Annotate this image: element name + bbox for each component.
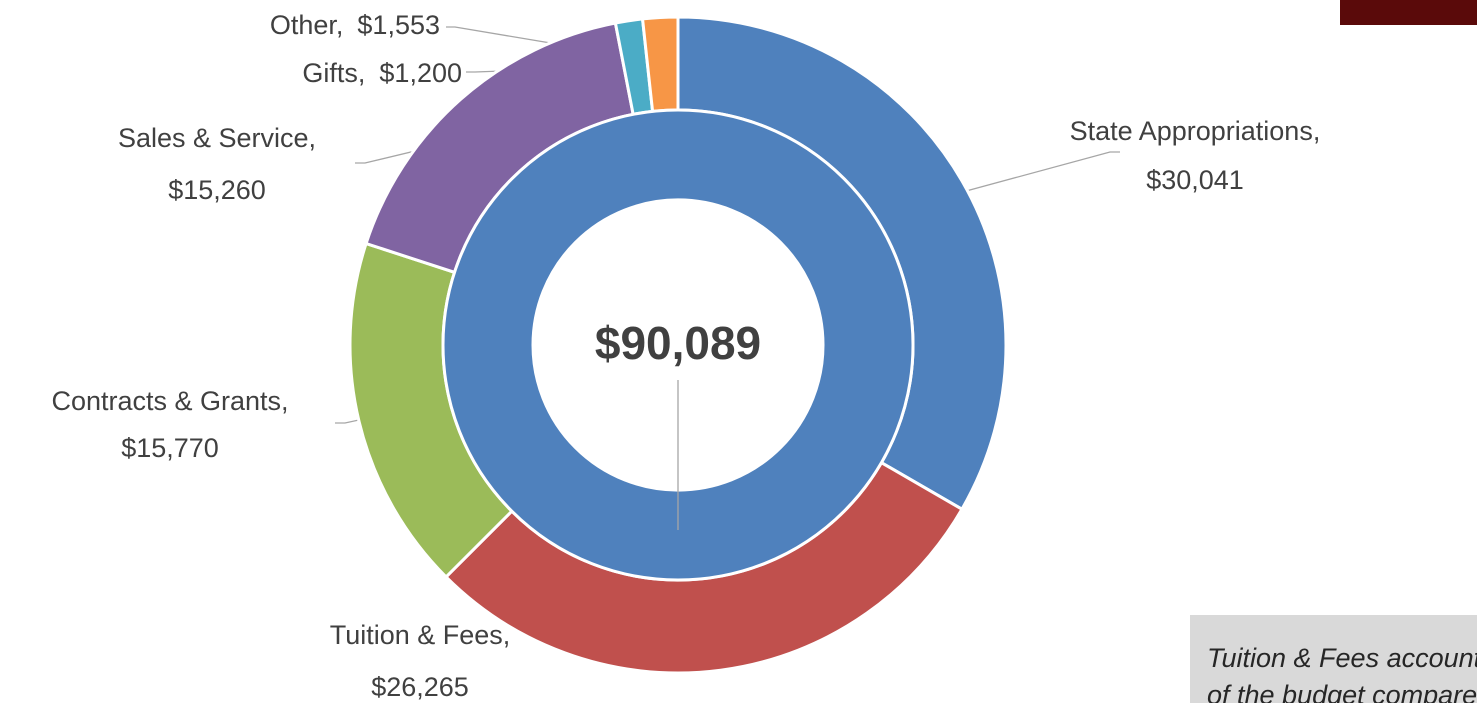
- data-label: Gifts, $1,200: [302, 58, 462, 88]
- data-label-name: Tuition & Fees,: [330, 620, 511, 650]
- data-label-name: Gifts,: [302, 58, 365, 88]
- data-label-name: Contracts & Grants,: [51, 386, 288, 416]
- corner-bar: [1340, 0, 1477, 25]
- note-text: Tuition & Fees account fo: [1207, 643, 1477, 673]
- data-label-value: $15,770: [121, 433, 219, 463]
- leader-line: [921, 151, 1120, 204]
- data-label-value: $1,200: [379, 58, 462, 88]
- data-label-value: $26,265: [371, 672, 469, 702]
- note-text: of the budget compared: [1207, 680, 1477, 703]
- data-label: Other, $1,553: [270, 10, 440, 40]
- center-label: $90,089: [595, 317, 761, 369]
- note-box: [1190, 615, 1477, 703]
- data-label-value: $1,553: [357, 10, 440, 40]
- donut-segment: [441, 108, 915, 582]
- data-label-name: State Appropriations,: [1070, 116, 1321, 146]
- data-label-name: Sales & Service,: [118, 123, 316, 153]
- data-label-value: $15,260: [168, 175, 266, 205]
- data-label-value: $30,041: [1146, 165, 1244, 195]
- data-label-name: Other,: [270, 10, 344, 40]
